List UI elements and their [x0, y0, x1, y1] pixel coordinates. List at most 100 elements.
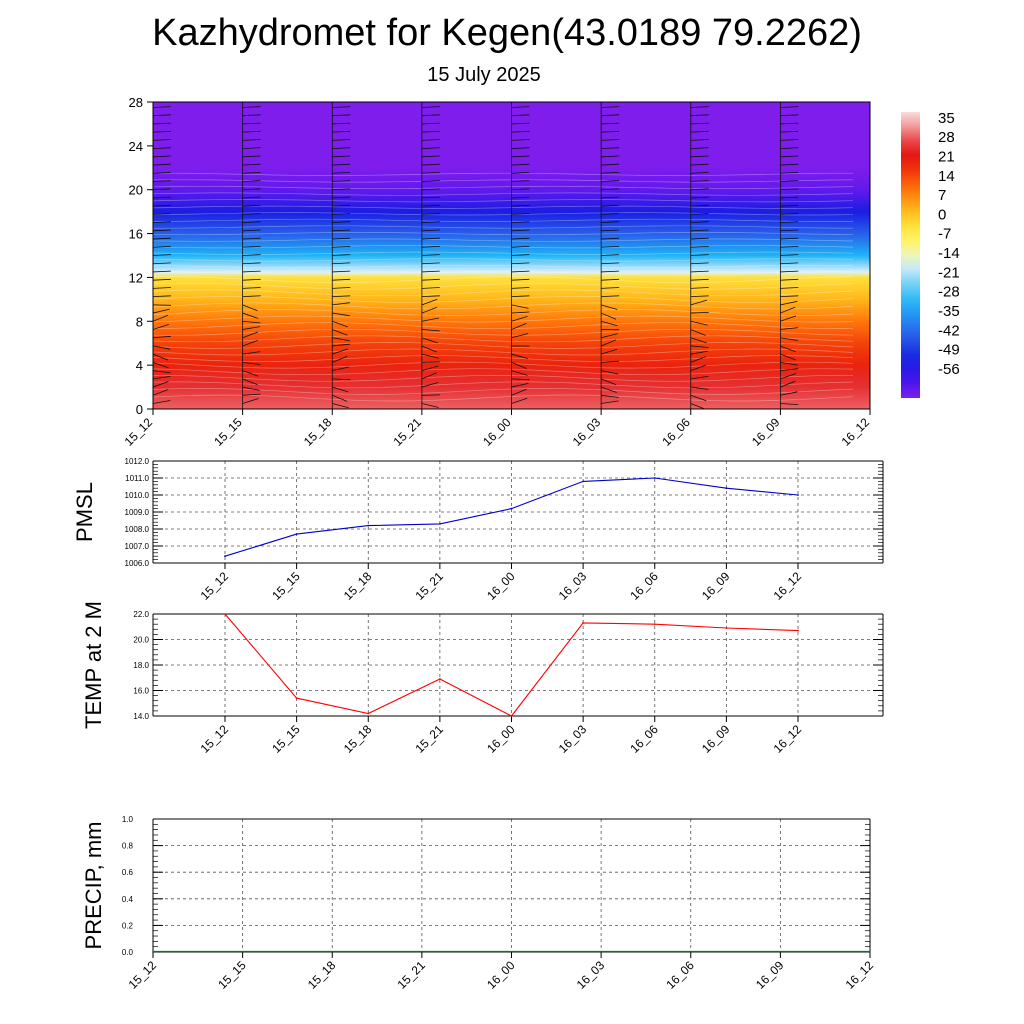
wind-barb	[690, 172, 709, 174]
wind-barb	[242, 213, 261, 215]
data-point	[582, 480, 584, 483]
wind-barb	[690, 278, 709, 281]
x-tick-label: 15_12	[126, 958, 160, 992]
wind-barb	[869, 139, 870, 141]
wind-barb	[869, 394, 870, 396]
wind-barb	[600, 312, 617, 320]
wind-barb	[690, 188, 709, 191]
wind-barb	[780, 278, 799, 281]
wind-barb	[601, 139, 620, 141]
contour-line	[153, 328, 854, 336]
wind-barb	[780, 221, 799, 224]
colorbar-label: 14	[938, 168, 955, 185]
wind-barb	[601, 333, 618, 339]
wind-barb	[153, 353, 169, 361]
wind-barb	[332, 237, 351, 240]
wind-barb	[332, 122, 351, 125]
wind-barb	[511, 378, 530, 381]
wind-barb	[869, 337, 870, 338]
colorbar-label: -7	[938, 226, 951, 243]
data-point	[653, 477, 656, 479]
wind-barb	[869, 115, 870, 116]
wind-barb	[511, 316, 528, 322]
x-tick-label: 16_06	[627, 722, 661, 756]
wind-barb	[600, 339, 617, 347]
wind-barb	[421, 295, 440, 298]
wind-barb	[153, 180, 171, 182]
wind-barb	[601, 287, 620, 289]
y-tick-label: 14.0	[133, 712, 149, 721]
wind-barb	[511, 237, 530, 240]
colorbar-label: 21	[938, 148, 955, 165]
wind-barb	[690, 246, 709, 248]
wind-barb	[242, 196, 261, 199]
x-tick-label: 15_21	[412, 722, 446, 756]
data-point	[367, 524, 370, 527]
wind-barb	[242, 221, 261, 224]
data-point	[797, 629, 799, 632]
wind-barb	[511, 254, 530, 256]
colorbar-label: -28	[938, 284, 960, 301]
wind-barb	[869, 205, 870, 207]
wind-barb	[780, 213, 799, 215]
wind-barb	[869, 148, 870, 149]
wind-barb	[780, 327, 799, 330]
wind-barb	[242, 270, 261, 273]
wind-barb	[601, 400, 619, 404]
wind-barb	[421, 188, 440, 191]
contour-line	[153, 348, 854, 356]
wind-barb	[511, 172, 530, 174]
wind-barb	[242, 331, 258, 339]
wind-barb	[511, 295, 530, 298]
wind-barb	[153, 295, 171, 298]
contour-line	[153, 302, 854, 310]
precip-panel: 0.0 0.2 0.4 0.6 0.8 1.0 15_12 15_15 15_18 15_21 16…	[81, 815, 876, 992]
wind-barb	[601, 229, 620, 232]
contour-line	[153, 205, 854, 209]
wind-barb	[332, 366, 350, 372]
wind-barb	[780, 300, 798, 306]
wind-barb	[869, 354, 870, 355]
x-tick-label: 15_21	[394, 958, 428, 992]
wind-barb	[690, 299, 708, 306]
contour-line	[153, 172, 853, 176]
wind-barb	[780, 391, 798, 396]
wind-barb	[421, 147, 440, 149]
wind-barb	[332, 320, 348, 328]
wind-barb	[153, 237, 171, 240]
x-tick-label: 15_18	[301, 415, 335, 449]
wind-barb	[690, 237, 709, 240]
wind-barb	[421, 287, 440, 289]
y-axis-label: TEMP at 2 M	[81, 601, 106, 729]
wind-barb	[690, 262, 709, 265]
wind-barb	[421, 114, 440, 117]
wind-barb	[690, 196, 709, 199]
x-tick-label: 16_12	[843, 958, 877, 992]
wind-barb	[511, 370, 528, 376]
wind-barb	[869, 164, 870, 166]
x-tick-label: 16_06	[659, 415, 693, 449]
wind-barb	[242, 393, 261, 396]
wind-barb	[153, 345, 171, 350]
chart-subtitle: 15 July 2025	[427, 64, 541, 86]
wind-barb	[153, 221, 171, 224]
wind-barb	[511, 139, 530, 141]
wind-barb	[690, 221, 709, 224]
wind-barb	[869, 329, 870, 330]
x-tick-label: 16_12	[839, 415, 873, 449]
contour-line	[153, 289, 854, 297]
wind-barb	[869, 123, 870, 124]
wind-barb	[421, 254, 440, 256]
wind-barb	[421, 122, 440, 125]
wind-barb	[421, 172, 440, 174]
wind-barb	[780, 362, 798, 366]
wind-barb	[601, 188, 620, 191]
contour-line	[153, 264, 854, 269]
x-tick-label: 15_15	[269, 569, 303, 603]
wind-barb	[601, 394, 619, 398]
data-point	[510, 507, 513, 510]
x-tick-label: 16_12	[771, 569, 805, 603]
wind-barb	[511, 323, 527, 330]
wind-barb	[242, 351, 261, 355]
wind-barb	[690, 155, 709, 158]
